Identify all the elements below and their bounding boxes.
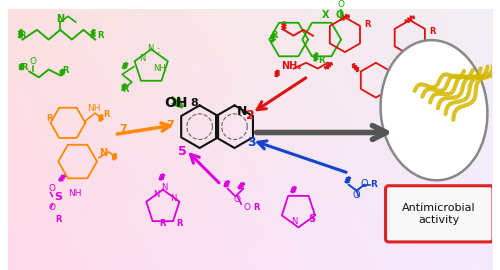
Text: R: R <box>97 31 103 40</box>
Text: R: R <box>176 220 183 228</box>
Text: R: R <box>370 180 377 189</box>
Text: O: O <box>335 10 344 20</box>
Text: O: O <box>30 57 36 66</box>
Text: 7: 7 <box>120 123 127 134</box>
Text: N: N <box>153 190 160 199</box>
Text: O: O <box>360 179 368 189</box>
Text: O: O <box>338 0 344 9</box>
Text: Y: Y <box>396 71 402 80</box>
Text: N: N <box>290 217 297 225</box>
Text: N: N <box>56 14 64 24</box>
Text: N: N <box>237 105 248 118</box>
Text: R: R <box>22 63 28 72</box>
Text: N: N <box>148 44 154 53</box>
Text: N: N <box>170 194 177 203</box>
Text: O: O <box>48 203 56 212</box>
Text: NH: NH <box>88 104 101 113</box>
Text: O: O <box>234 195 240 204</box>
Text: NH₂: NH₂ <box>281 60 301 70</box>
Text: Antimicrobial
activity: Antimicrobial activity <box>402 203 475 225</box>
Text: R: R <box>46 114 53 123</box>
FancyBboxPatch shape <box>386 186 493 242</box>
Text: 7: 7 <box>166 120 174 130</box>
Text: R: R <box>159 220 166 228</box>
Text: R: R <box>429 27 436 36</box>
Text: S: S <box>308 214 315 224</box>
Text: 2: 2 <box>246 109 254 122</box>
Text: Z: Z <box>390 85 396 94</box>
Text: NH: NH <box>68 189 82 198</box>
Ellipse shape <box>380 40 488 180</box>
Text: R: R <box>55 215 62 224</box>
Text: N: N <box>161 183 168 192</box>
Text: R: R <box>272 31 278 40</box>
Text: O: O <box>352 190 360 200</box>
Text: R: R <box>253 203 260 212</box>
Text: 5: 5 <box>178 145 186 158</box>
Text: R: R <box>103 110 110 119</box>
Text: R: R <box>318 56 324 65</box>
Text: N: N <box>99 148 107 158</box>
Text: 3: 3 <box>248 136 256 149</box>
Text: 8: 8 <box>190 99 198 109</box>
Text: S: S <box>54 192 62 202</box>
Text: OH: OH <box>164 96 188 110</box>
Text: R: R <box>364 20 371 29</box>
Text: NH: NH <box>153 63 166 73</box>
Text: O: O <box>243 203 250 212</box>
Text: R: R <box>20 31 26 40</box>
Text: O: O <box>48 184 56 193</box>
Text: X: X <box>322 10 329 20</box>
Text: R: R <box>62 66 68 75</box>
Text: :: : <box>157 45 160 55</box>
Text: N: N <box>140 54 146 63</box>
Text: R: R <box>122 85 128 94</box>
